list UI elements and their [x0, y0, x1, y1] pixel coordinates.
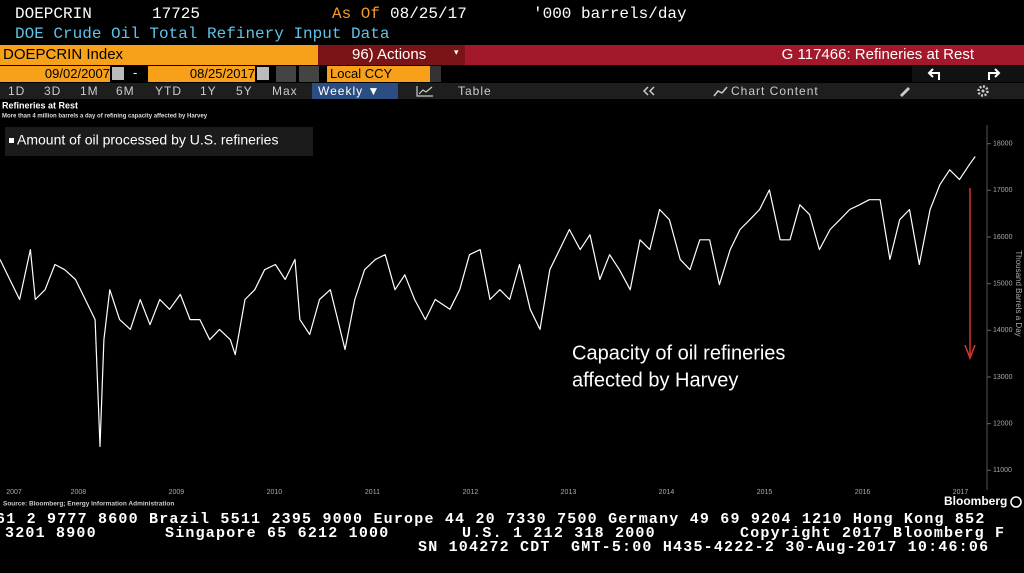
start-date[interactable]: 09/02/2007: [0, 66, 110, 82]
x-tick-label: 2011: [365, 489, 380, 496]
chart-icon[interactable]: [416, 85, 434, 97]
chart-id: G 117466: Refineries at Rest: [781, 46, 974, 63]
legend-entry: Amount of oil processed by U.S. refineri…: [17, 132, 278, 148]
period-button[interactable]: Max: [272, 84, 298, 98]
period-button[interactable]: 1D: [8, 84, 26, 98]
ticker-line: U.S. 1 212 318 2000: [462, 525, 656, 542]
period-button[interactable]: 1Y: [200, 84, 217, 98]
brand: Bloomberg: [944, 494, 1007, 508]
chart: Refineries at Rest More than 4 million ba…: [0, 100, 1023, 508]
ticker-line: 61 2 9777 8600 Brazil 5511 2395 9000 Eur…: [0, 511, 986, 528]
x-tick-label: 2008: [71, 489, 87, 496]
y-tick-label: 17000: [993, 187, 1013, 194]
frequency[interactable]: Weekly ▼: [318, 84, 381, 98]
currency-dropdown[interactable]: [430, 66, 441, 82]
chart-title: Refineries at Rest: [2, 100, 78, 110]
security-bar: [0, 45, 318, 65]
y-tick-label: 15000: [993, 281, 1013, 288]
x-tick-label: 2016: [855, 489, 871, 496]
y-tick-label: 16000: [993, 234, 1013, 241]
edit-icon[interactable]: [898, 85, 912, 97]
redo-icon[interactable]: [988, 68, 1001, 80]
y-tick-label: 18000: [993, 141, 1013, 148]
period-button[interactable]: 1M: [80, 84, 99, 98]
currency[interactable]: Local CCY: [327, 66, 432, 82]
brand-icon: [1010, 496, 1022, 508]
y-tick-label: 11000: [993, 467, 1012, 474]
period-button[interactable]: 6M: [116, 84, 135, 98]
x-tick-label: 2010: [267, 489, 283, 496]
chart-subtitle: More than 4 million barrels a day of ref…: [2, 114, 208, 120]
x-tick-label: 2014: [659, 489, 675, 496]
next-button[interactable]: [299, 66, 319, 82]
prev-button[interactable]: [276, 66, 296, 82]
period-buttons: 1D 3D 1M 6M YTD 1Y 5Y Max: [0, 83, 310, 99]
source: Source: Bloomberg; Energy Information Ad…: [3, 501, 174, 508]
x-tick-label: 2015: [757, 489, 773, 496]
period-button[interactable]: 5Y: [236, 84, 253, 98]
undo-redo-icons[interactable]: [925, 66, 1015, 82]
table-button[interactable]: Table: [458, 84, 492, 98]
calendar-icon[interactable]: [112, 67, 124, 80]
description: DOE Crude Oil Total Refinery Input Data: [15, 25, 390, 43]
last-value: 17725: [152, 5, 201, 23]
y-axis-label: Thousand Barrels a Day: [1014, 250, 1023, 336]
as-of-label: As Of: [332, 5, 381, 23]
y-tick-label: 13000: [993, 374, 1013, 381]
data-line: [0, 156, 976, 448]
x-tick-label: 2012: [463, 489, 479, 496]
actions-button[interactable]: [318, 45, 465, 65]
calendar-icon[interactable]: [257, 67, 269, 80]
x-tick-label: 2009: [169, 489, 185, 496]
security[interactable]: DOEPCRIN Index: [3, 46, 124, 63]
toolbar: [0, 83, 1024, 99]
as-of-date: 08/25/17: [390, 5, 467, 23]
actions[interactable]: 96) Actions: [352, 46, 427, 63]
annotation-arrow: [964, 188, 976, 361]
x-tick-label: 2013: [561, 489, 577, 496]
frequency-button[interactable]: [312, 83, 398, 99]
ticker-line: SN 104272 CDT GMT-5:00 H435-4222-2 30-Au…: [418, 539, 990, 556]
ticker: DOEPCRIN: [15, 5, 92, 23]
chart-id-bar: [465, 45, 1024, 65]
x-tick-label: 2017: [953, 489, 969, 496]
y-tick-label: 14000: [993, 327, 1013, 334]
legend-swatch: [9, 138, 14, 143]
y-tick-label: 12000: [993, 421, 1013, 428]
annotation: affected by Harvey: [572, 369, 738, 391]
ticker-line: 3201 8900: [5, 525, 97, 542]
ticker-line: Singapore 65 6212 1000: [165, 525, 390, 542]
x-tick-label: 2007: [6, 489, 22, 496]
dropdown-icon: ▾: [454, 47, 459, 57]
legend-box: [5, 127, 313, 156]
annotation: Capacity of oil refineries: [572, 342, 785, 364]
end-date[interactable]: 08/25/2017: [148, 66, 255, 82]
undo-icon[interactable]: [927, 68, 940, 80]
ticker-line: Copyright 2017 Bloomberg F: [740, 525, 1006, 542]
units: '000 barrels/day: [533, 5, 687, 23]
settings-icon[interactable]: [976, 84, 990, 98]
period-button[interactable]: YTD: [155, 84, 182, 98]
chart-content-icon[interactable]: [713, 85, 729, 97]
chart-content[interactable]: Chart Content: [731, 84, 819, 98]
collapse-icon[interactable]: [642, 86, 656, 96]
date-separator: -: [133, 65, 138, 80]
period-button[interactable]: 3D: [44, 84, 62, 98]
